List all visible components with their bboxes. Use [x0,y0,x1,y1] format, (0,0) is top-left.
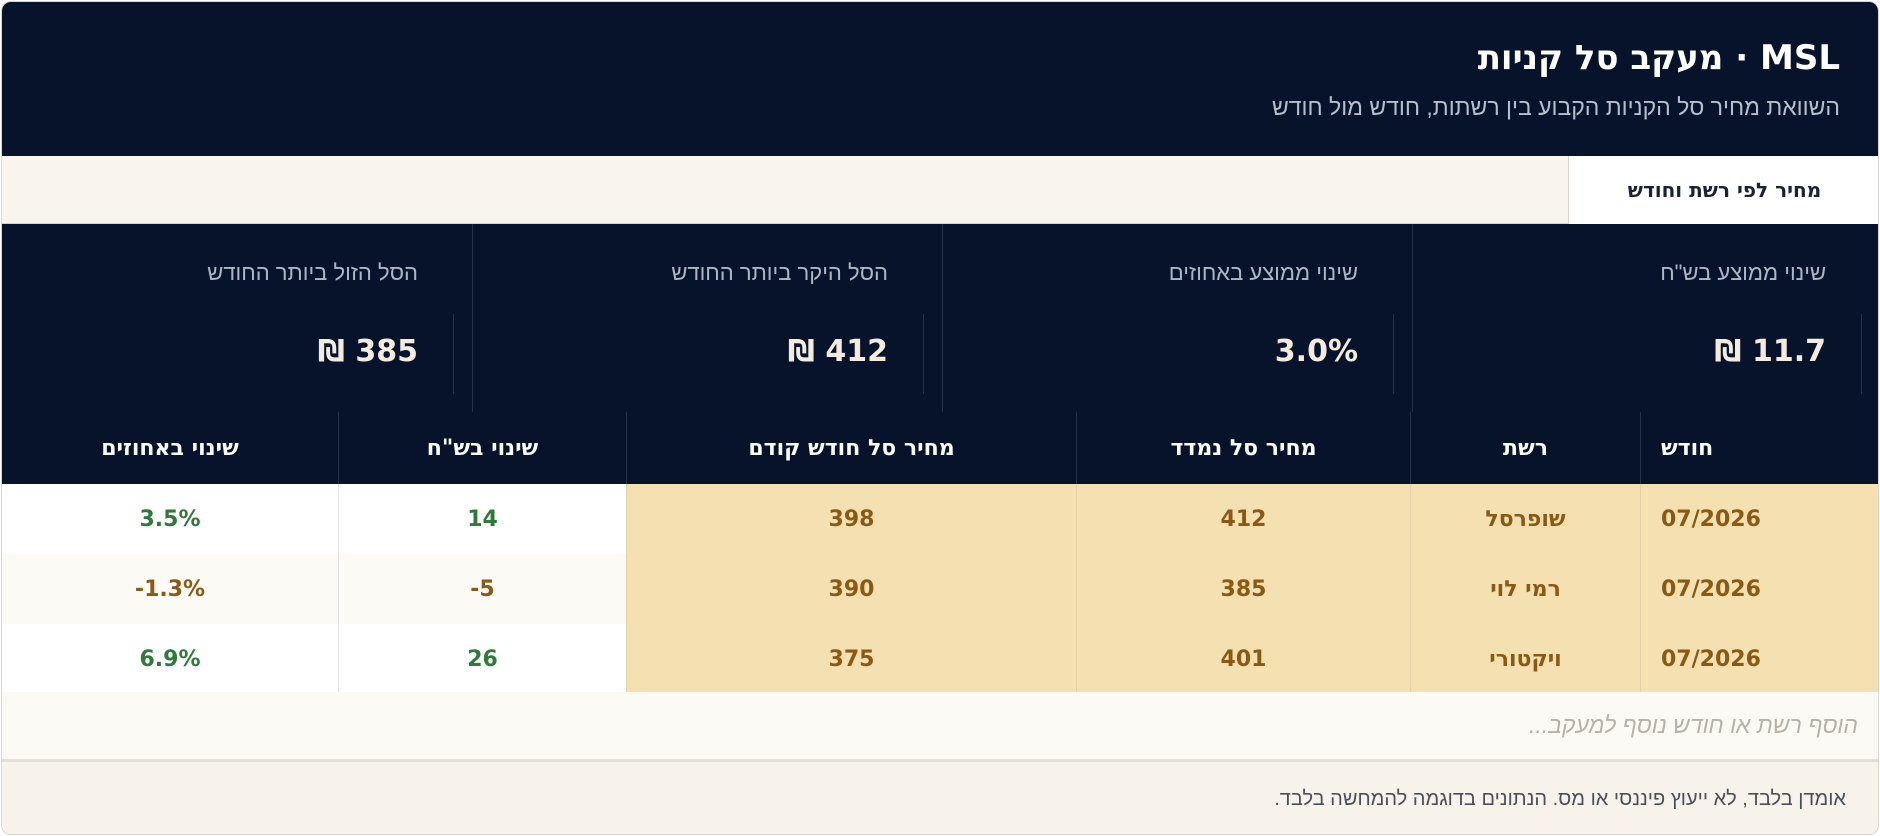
stats-panel: שינוי ממוצע בש"ח 11.7 ₪ שינוי ממוצע באחו… [2,224,1878,412]
column-header-chain: רשת [1410,412,1640,484]
page-header: MSL · מעקב סל קניות השוואת מחיר סל הקניו… [2,2,1878,156]
stat-value: 412 ₪ [787,334,888,369]
column-header-change-ils: שינוי בש"ח [338,412,626,484]
cell-measured-price: 412 [1076,484,1410,554]
cell-change-pct: 6.9% [2,624,338,694]
table-header: חודש רשת מחיר סל נמדד מחיר סל חודש קודם … [2,412,1878,484]
stat-card-avg-change-ils: שינוי ממוצע בש"ח 11.7 ₪ [1412,224,1878,412]
page-title: MSL · מעקב סל קניות [1477,38,1840,78]
price-table: חודש רשת מחיר סל נמדד מחיר סל חודש קודם … [2,412,1878,694]
table-body: 07/2026 שופרסל 412 398 14 3.5% 07/2026 ר… [2,484,1878,694]
add-entry-input[interactable]: הוסף רשת או חודש נוסף למעקב... [2,692,1878,762]
cell-change-ils: 26 [338,624,626,694]
cell-previous-price: 398 [626,484,1076,554]
tab-bar: מחיר לפי רשת וחודש [2,156,1878,224]
cell-month: 07/2026 [1640,484,1878,554]
stat-value: 11.7 ₪ [1714,334,1826,369]
stat-card-most-expensive: הסל היקר ביותר החודש 412 ₪ [472,224,942,412]
cell-previous-price: 375 [626,624,1076,694]
stat-label: הסל היקר ביותר החודש [671,260,888,285]
table-row[interactable]: 07/2026 שופרסל 412 398 14 3.5% [2,484,1878,554]
cell-change-pct: 3.5% [2,484,338,554]
cell-chain: ויקטורי [1410,624,1640,694]
disclaimer-footer: אומדן בלבד, לא ייעוץ פיננסי או מס. הנתונ… [2,762,1878,834]
cell-change-ils: 14 [338,484,626,554]
cell-chain: שופרסל [1410,484,1640,554]
cell-month: 07/2026 [1640,554,1878,624]
stat-label: שינוי ממוצע באחוזים [1168,260,1358,285]
stat-label: שינוי ממוצע בש"ח [1660,260,1826,285]
stat-value: 3.0% [1274,334,1358,369]
cell-change-pct: 1.3%- [2,554,338,624]
tab-price-by-chain-month[interactable]: מחיר לפי רשת וחודש [1568,156,1878,224]
stat-value: 385 ₪ [317,334,418,369]
stat-card-cheapest: הסל הזול ביותר החודש 385 ₪ [2,224,472,412]
cell-chain: רמי לוי [1410,554,1640,624]
cell-month: 07/2026 [1640,624,1878,694]
stat-label: הסל הזול ביותר החודש [207,260,418,285]
column-header-measured-price: מחיר סל נמדד [1076,412,1410,484]
table-row[interactable]: 07/2026 ויקטורי 401 375 26 6.9% [2,624,1878,694]
cell-measured-price: 401 [1076,624,1410,694]
column-header-change-pct: שינוי באחוזים [101,435,239,461]
table-row[interactable]: 07/2026 רמי לוי 385 390 5- 1.3%- [2,554,1878,624]
cell-change-ils: 5- [338,554,626,624]
column-header-previous-price: מחיר סל חודש קודם [626,412,1076,484]
stat-card-avg-change-pct: שינוי ממוצע באחוזים 3.0% [942,224,1412,412]
cell-measured-price: 385 [1076,554,1410,624]
page-subtitle: השוואת מחיר סל הקניות הקבוע בין רשתות, ח… [1271,94,1840,120]
cell-previous-price: 390 [626,554,1076,624]
column-header-month: חודש [1640,412,1878,484]
